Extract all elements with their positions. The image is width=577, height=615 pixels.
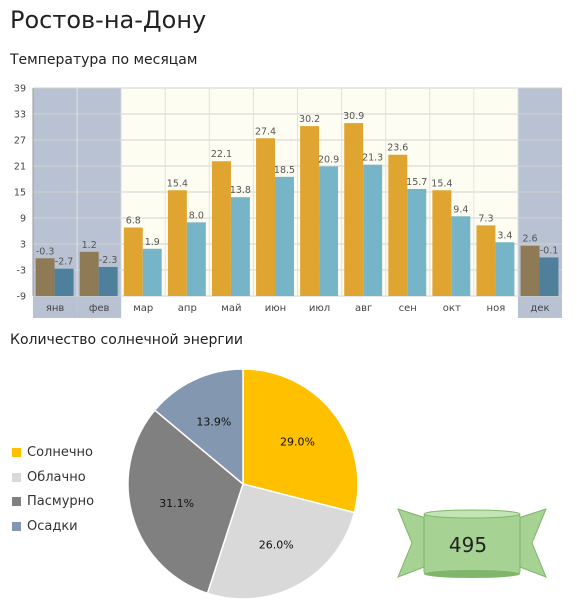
- legend-swatch: [12, 447, 21, 457]
- y-tick-label: 27: [14, 136, 26, 147]
- x-tick-label: апр: [178, 303, 197, 314]
- value-label-high: 27.4: [255, 126, 276, 137]
- value-label-high: 30.9: [343, 111, 364, 122]
- bar-high-авг: [344, 123, 364, 296]
- bar-high-фев: [79, 251, 99, 296]
- value-label-low: -0.1: [540, 245, 559, 256]
- pie-slice: [242, 368, 359, 514]
- value-label-low: 21.3: [362, 153, 383, 164]
- y-tick-label: 3: [20, 240, 26, 251]
- y-tick-label: -9: [17, 292, 26, 303]
- bar-low-авг: [363, 164, 383, 296]
- bar-low-июл: [319, 166, 339, 296]
- bar-low-янв: [54, 268, 74, 296]
- value-label-high: 22.1: [211, 149, 232, 160]
- ribbon-top-roll: [423, 509, 521, 519]
- legend-swatch: [12, 472, 21, 482]
- x-tick-label: янв: [46, 303, 65, 314]
- legend-label: Осадки: [27, 518, 78, 534]
- legend-label: Пасмурно: [27, 494, 95, 510]
- y-tick-label: 15: [14, 188, 26, 199]
- value-label-high: 15.4: [167, 178, 188, 189]
- x-tick-label: май: [221, 303, 241, 314]
- y-tick-label: 33: [14, 110, 26, 121]
- sun-chart-title: Количество солнечной энергии: [10, 332, 243, 348]
- value-label-low: 1.9: [145, 237, 160, 248]
- pie-slice-label: 31.1%: [159, 497, 194, 510]
- legend-label: Облачно: [27, 469, 86, 485]
- value-label-low: 9.4: [453, 204, 468, 215]
- ribbon-value: 495: [448, 533, 488, 557]
- x-tick-label: июн: [265, 303, 286, 314]
- temperature-chart-title: Температура по месяцам: [10, 52, 198, 68]
- bar-high-сен: [388, 154, 408, 296]
- bar-low-фев: [98, 266, 118, 296]
- value-label-low: -2.7: [55, 257, 74, 268]
- x-tick-label: фев: [89, 303, 110, 314]
- value-label-low: 20.9: [318, 154, 339, 165]
- value-label-low: 8.0: [189, 210, 204, 221]
- bar-low-май: [230, 197, 250, 296]
- y-tick-label: 39: [14, 84, 26, 95]
- value-label-low: 18.5: [274, 165, 295, 176]
- legend-item: Осадки: [12, 514, 94, 539]
- bar-high-мар: [123, 227, 143, 296]
- bar-low-июн: [275, 176, 294, 296]
- y-tick-label: -3: [17, 266, 26, 277]
- legend-swatch: [12, 521, 21, 531]
- legend-item: Пасмурно: [12, 489, 94, 514]
- page-title: Ростов-на-Дону: [10, 6, 207, 34]
- legend-item: Облачно: [12, 465, 94, 490]
- bar-low-дек: [539, 257, 559, 296]
- bar-low-окт: [451, 216, 471, 296]
- bar-high-июл: [300, 126, 320, 296]
- x-tick-label: окт: [443, 303, 461, 314]
- x-tick-label: июл: [309, 303, 330, 314]
- x-tick-label: сен: [399, 303, 417, 314]
- pie-slice-label: 29.0%: [280, 436, 315, 449]
- value-label-low: -2.3: [99, 255, 118, 266]
- x-tick-label: дек: [530, 303, 549, 314]
- x-tick-label: мар: [133, 303, 153, 314]
- pie-slice-label: 26.0%: [259, 538, 294, 551]
- pie-slice-label: 13.9%: [196, 415, 231, 428]
- value-label-high: 2.6: [522, 234, 537, 245]
- bar-high-янв: [35, 258, 55, 296]
- bar-low-сен: [407, 188, 427, 296]
- x-tick-label: ноя: [487, 303, 506, 314]
- value-label-high: 7.3: [478, 213, 493, 224]
- bar-low-ноя: [495, 242, 515, 296]
- value-label-high: 30.2: [299, 114, 320, 125]
- bar-high-апр: [167, 190, 187, 296]
- bar-high-май: [211, 161, 231, 296]
- value-label-high: -0.3: [36, 246, 55, 257]
- temperature-bar-chart: -9-3391521273339-0.3-2.7янв1.2-2.3фев6.8…: [14, 84, 562, 318]
- pie-legend: Солнечно Облачно Пасмурно Осадки: [12, 440, 94, 539]
- pie-slice: [153, 368, 244, 486]
- pie-slice: [206, 483, 356, 600]
- bar-high-дек: [520, 245, 540, 296]
- value-label-high: 1.2: [82, 240, 97, 251]
- value-label-high: 6.8: [126, 216, 141, 227]
- y-tick-label: 21: [14, 162, 26, 173]
- bar-low-мар: [142, 248, 162, 296]
- ribbon-bottom-roll: [424, 570, 520, 578]
- value-label-low: 3.4: [497, 230, 512, 241]
- bar-high-окт: [432, 190, 452, 296]
- y-tick-label: 9: [20, 214, 26, 225]
- legend-label: Солнечно: [27, 444, 93, 460]
- bar-high-июн: [256, 138, 276, 296]
- pie-slice: [127, 409, 244, 595]
- bar-low-апр: [186, 222, 206, 296]
- bar-high-ноя: [476, 225, 496, 296]
- legend-item: Солнечно: [12, 440, 94, 465]
- value-label-low: 15.7: [406, 177, 427, 188]
- legend-swatch: [12, 497, 21, 507]
- value-label-low: 13.8: [230, 185, 251, 196]
- value-label-high: 23.6: [387, 143, 408, 154]
- value-label-high: 15.4: [431, 178, 452, 189]
- x-tick-label: авг: [355, 303, 372, 314]
